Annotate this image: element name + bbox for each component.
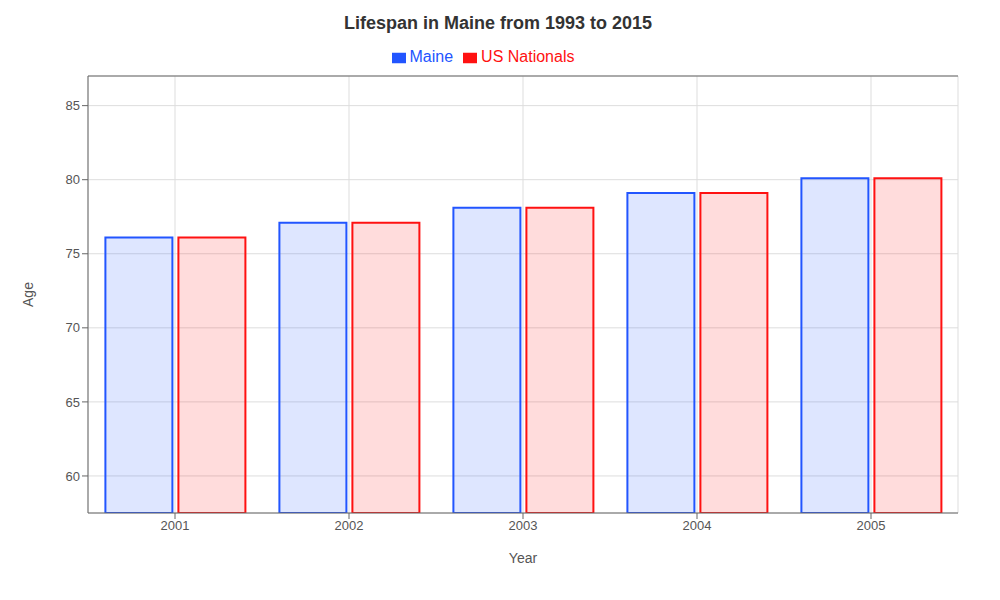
svg-text:Age: Age (20, 282, 36, 307)
svg-text:70: 70 (66, 320, 80, 335)
svg-text:2002: 2002 (335, 518, 364, 533)
svg-text:2001: 2001 (161, 518, 190, 533)
html-text:US Nationals: US Nationals (481, 48, 575, 65)
svg-text:2004: 2004 (683, 518, 712, 533)
svg-text:80: 80 (66, 172, 80, 187)
svg-text:65: 65 (66, 395, 80, 410)
svg-text:60: 60 (66, 469, 80, 484)
svg-text:2003: 2003 (509, 518, 538, 533)
svg-text:75: 75 (66, 246, 80, 261)
svg-text:Year: Year (509, 550, 538, 566)
html-text:Lifespan in Maine from 1993 to: Lifespan in Maine from 1993 to 2015 (343, 13, 652, 33)
svg-text:2005: 2005 (857, 518, 886, 533)
html-text:Maine: Maine (409, 48, 454, 65)
svg-text:85: 85 (66, 98, 80, 113)
